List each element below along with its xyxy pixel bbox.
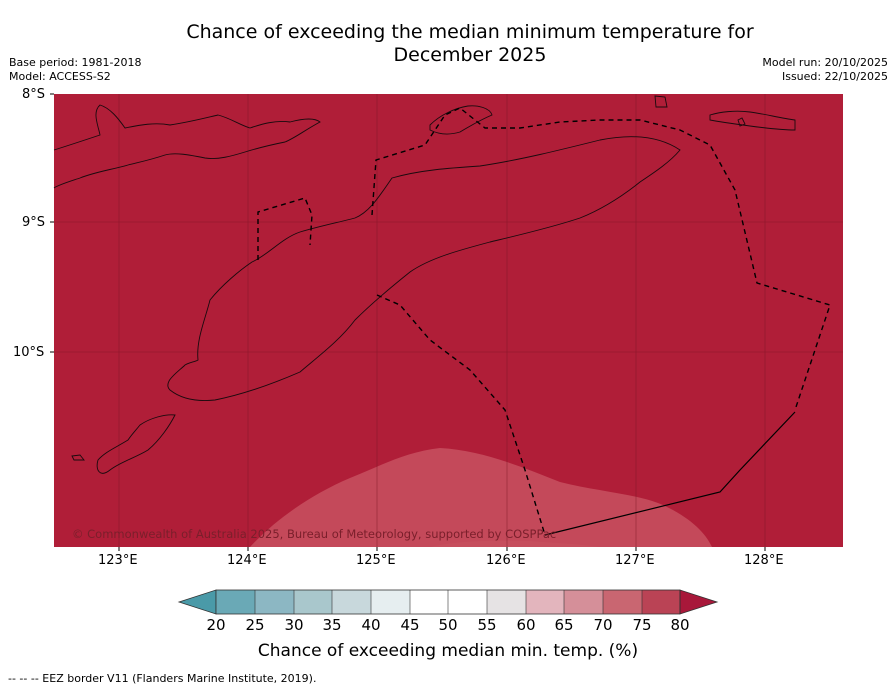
colorbar-bin-35-40 bbox=[332, 590, 371, 614]
colorbar-tick: 45 bbox=[400, 616, 420, 634]
colorbar-tick: 55 bbox=[477, 616, 497, 634]
model-label: Model: ACCESS-S2 bbox=[9, 70, 111, 83]
colorbar-bin-60-65 bbox=[526, 590, 564, 614]
colorbar-tick: 35 bbox=[322, 616, 342, 634]
colorbar-tick: 40 bbox=[361, 616, 381, 634]
colorbar-tick: 50 bbox=[438, 616, 458, 634]
kisar-island-outline bbox=[654, 95, 668, 108]
rote-island-outline bbox=[96, 414, 176, 474]
eez-footnote: -- -- -- EEZ border V11 (Flanders Marine… bbox=[8, 672, 317, 685]
colorbar bbox=[177, 589, 719, 615]
colorbar-bin-40-45 bbox=[371, 590, 410, 614]
eez-border bbox=[257, 107, 831, 536]
lon-label-127e: 127°E bbox=[615, 553, 655, 568]
model-run-label: Model run: 20/10/2025 bbox=[762, 56, 888, 69]
colorbar-bin-50-55 bbox=[448, 590, 487, 614]
copyright-notice: © Commonwealth of Australia 2025, Bureau… bbox=[72, 527, 556, 541]
colorbar-bin-45-50 bbox=[410, 590, 448, 614]
issued-label: Issued: 22/10/2025 bbox=[781, 70, 888, 83]
colorbar-tick: 30 bbox=[284, 616, 304, 634]
lon-label-126e: 126°E bbox=[486, 553, 526, 568]
lat-label-9s: 9°S bbox=[22, 215, 46, 230]
colorbar-tick: 65 bbox=[554, 616, 574, 634]
colorbar-bin-30-35 bbox=[294, 590, 332, 614]
map-title-line1: Chance of exceeding the median minimum t… bbox=[186, 21, 754, 43]
savu-island-outline bbox=[71, 454, 85, 461]
colorbar-high-extend bbox=[679, 589, 719, 615]
colorbar-bin-75-80 bbox=[642, 590, 680, 614]
coastlines bbox=[53, 95, 796, 474]
colorbar-bin-25-30 bbox=[255, 590, 294, 614]
axis-ticks bbox=[50, 93, 766, 551]
gridlines bbox=[54, 94, 843, 547]
lon-label-124e: 124°E bbox=[227, 553, 267, 568]
colorbar-tick: 60 bbox=[516, 616, 536, 634]
colorbar-label: Chance of exceeding median min. temp. (%… bbox=[257, 641, 639, 661]
timor-island-outline bbox=[167, 136, 681, 401]
colorbar-tick: 75 bbox=[632, 616, 652, 634]
colorbar-bin-65-70 bbox=[564, 590, 603, 614]
ileleti-islet-outline bbox=[737, 117, 746, 127]
colorbar-bin-70-75 bbox=[603, 590, 642, 614]
map-title-line2: December 2025 bbox=[393, 44, 547, 66]
maritime-boundary bbox=[544, 411, 796, 536]
lon-label-128e: 128°E bbox=[744, 553, 784, 568]
colorbar-bin-20-25 bbox=[216, 590, 255, 614]
colorbar-tick: 25 bbox=[245, 616, 265, 634]
base-period-label: Base period: 1981-2018 bbox=[9, 56, 142, 69]
leti-islands-outline bbox=[709, 110, 796, 131]
colorbar-tick: 80 bbox=[670, 616, 690, 634]
lon-label-123e: 123°E bbox=[98, 553, 138, 568]
colorbar-tick: 20 bbox=[206, 616, 226, 634]
colorbar-tick: 70 bbox=[593, 616, 613, 634]
lower-probability-region-edge bbox=[430, 540, 600, 547]
northern-islands-outline bbox=[53, 104, 321, 189]
lat-label-10s: 10°S bbox=[13, 345, 45, 360]
colorbar-low-extend bbox=[177, 589, 217, 615]
lon-label-125e: 125°E bbox=[356, 553, 396, 568]
lat-label-8s: 8°S bbox=[22, 87, 46, 102]
colorbar-bin-55-60 bbox=[487, 590, 526, 614]
